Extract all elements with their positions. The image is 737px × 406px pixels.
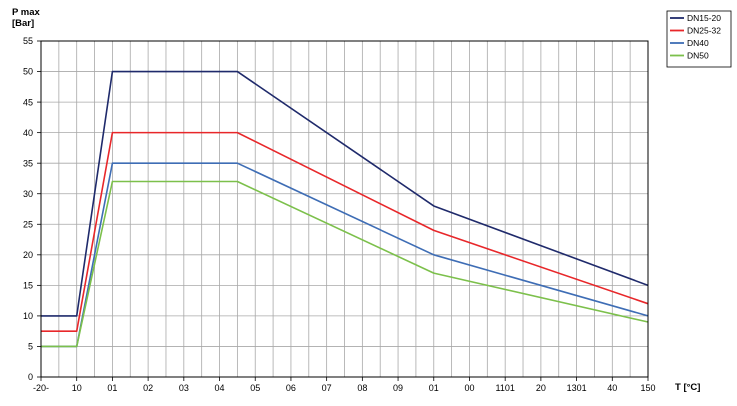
x-tick-label: 08 <box>357 383 367 393</box>
legend: DN15-20 DN25-32 DN40 DN50 <box>666 10 732 68</box>
grid-lines <box>41 41 648 377</box>
x-tick-label: 04 <box>215 383 225 393</box>
legend-label-dn15-20: DN15-20 <box>687 13 721 23</box>
legend-label-dn40: DN40 <box>687 38 709 48</box>
y-tick-label: 5 <box>28 342 33 352</box>
y-tick-label: 40 <box>23 128 33 138</box>
y-tick-label: 55 <box>23 36 33 46</box>
y-tick-label: 0 <box>28 372 33 382</box>
series-line-dn15-20 <box>41 70 649 317</box>
x-tick-label: 20 <box>536 383 546 393</box>
x-tick-label: 1101 <box>495 383 514 393</box>
plot-frame <box>40 40 649 378</box>
y-tick-label: 15 <box>23 281 33 291</box>
y-tick-label: 25 <box>23 219 33 229</box>
y-tick-label: 45 <box>23 97 33 107</box>
series-line-dn50 <box>41 180 649 348</box>
x-tick-label: 06 <box>286 383 296 393</box>
series-lines <box>41 70 649 348</box>
x-tick-label: 40 <box>607 383 617 393</box>
y-tick-label: 10 <box>23 311 33 321</box>
x-tick-label: 10 <box>72 383 82 393</box>
x-tick-label: 03 <box>179 383 189 393</box>
legend-box <box>666 10 732 68</box>
legend-label-dn25-32: DN25-32 <box>687 26 721 36</box>
x-tick-label: 07 <box>322 383 332 393</box>
x-tick-label: 1301 <box>567 383 587 393</box>
x-tick-label: 01 <box>429 383 439 393</box>
x-axis-title: T [°C] <box>675 382 700 393</box>
x-tick-label: 00 <box>464 383 474 393</box>
y-tick-label: 35 <box>23 158 33 168</box>
y-axis-title-line1: P max <box>12 7 41 18</box>
x-tick-label: 09 <box>393 383 403 393</box>
x-tick-label: 02 <box>143 383 153 393</box>
x-axis-ticks: -20- 10 01 02 03 04 05 06 07 08 09 01 00 1101 20 1301 40… <box>33 377 656 393</box>
legend-label-dn50: DN50 <box>687 51 709 61</box>
y-tick-label: 50 <box>23 67 33 77</box>
x-tick-label: 01 <box>107 383 117 393</box>
y-tick-label: 30 <box>23 189 33 199</box>
series-line-dn25-32 <box>41 131 649 332</box>
y-axis-ticks: 0 5 10 15 20 25 30 35 40 45 50 55 <box>23 36 41 382</box>
x-tick-label: 05 <box>250 383 260 393</box>
x-tick-label: -20- <box>33 383 49 393</box>
y-tick-label: 20 <box>23 250 33 260</box>
y-axis-title-line2: [Bar] <box>12 18 34 29</box>
x-tick-label: 150 <box>640 383 655 393</box>
